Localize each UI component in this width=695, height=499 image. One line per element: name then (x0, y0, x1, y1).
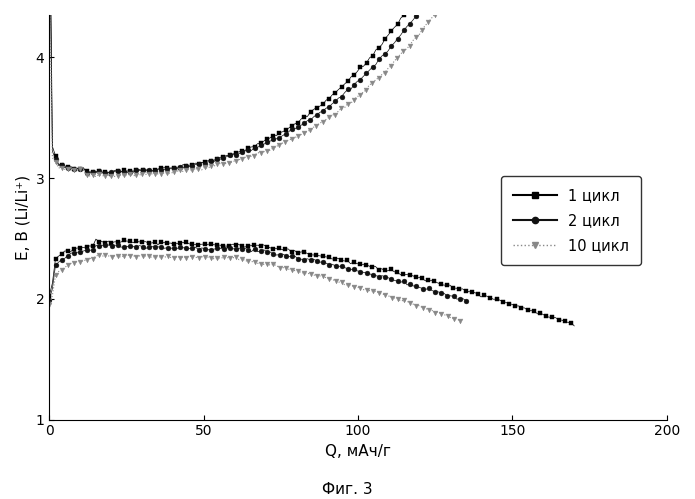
Text: Фиг. 3: Фиг. 3 (322, 482, 373, 497)
Y-axis label: E, В (Li/Li⁺): E, В (Li/Li⁺) (15, 175, 30, 260)
Legend: 1 цикл, 2 цикл, 10 цикл: 1 цикл, 2 цикл, 10 цикл (501, 176, 641, 265)
X-axis label: Q, мАч/г: Q, мАч/г (325, 444, 391, 459)
